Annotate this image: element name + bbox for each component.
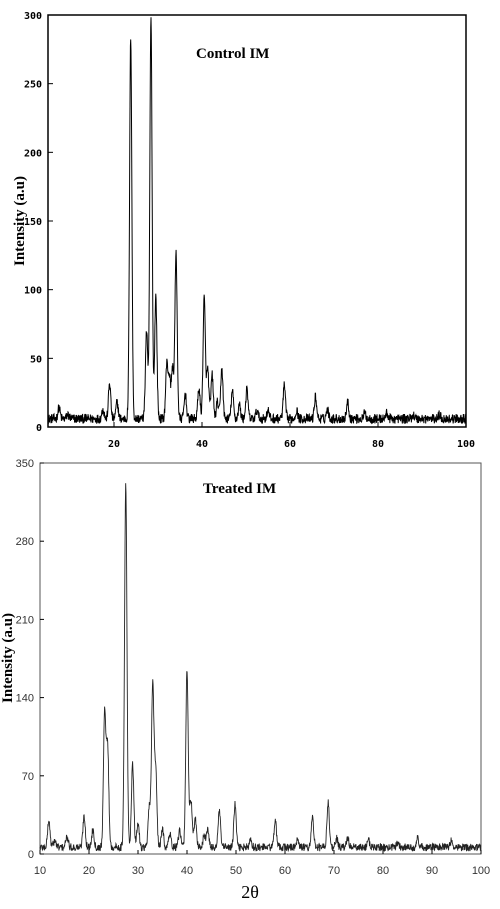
- y-tick-label: 200: [24, 148, 42, 159]
- x-tick-label: 80: [372, 439, 384, 450]
- x-tick-label: 70: [328, 865, 340, 877]
- x-tick-label: 40: [181, 865, 193, 877]
- diffraction-pattern-line: [39, 483, 482, 853]
- treated-im-chart: Treated IM Intensity (a.u) 2θ 0 70 140 210 2…: [0, 458, 490, 902]
- y-tick-label: 0: [36, 423, 42, 434]
- x-tick-label: 20: [108, 439, 120, 450]
- y-axis-ticks: 0 70 140 210 280 350: [16, 458, 44, 861]
- diffraction-pattern-line: [47, 17, 467, 425]
- x-tick-label: 40: [196, 439, 208, 450]
- y-axis-label: Intensity (a.u): [12, 176, 28, 266]
- y-tick-label: 350: [16, 458, 34, 470]
- y-tick-label: 50: [30, 354, 42, 365]
- y-tick-label: 150: [24, 217, 42, 228]
- x-tick-label: 30: [132, 865, 144, 877]
- y-tick-label: 70: [22, 771, 34, 783]
- x-axis-ticks: 20 40 60 80 100: [108, 422, 475, 450]
- plot-frame: [39, 462, 482, 855]
- x-tick-label: 60: [284, 439, 296, 450]
- x-tick-label: 10: [34, 865, 46, 877]
- x-axis-label: 2θ: [241, 882, 259, 902]
- chart-title: Treated IM: [203, 481, 276, 497]
- x-tick-label: 100: [457, 439, 475, 450]
- y-tick-label: 250: [24, 80, 42, 91]
- y-tick-label: 0: [28, 849, 34, 861]
- y-tick-label: 140: [16, 693, 34, 705]
- x-tick-label: 90: [426, 865, 438, 877]
- y-axis-label: Intensity (a.u): [0, 613, 16, 703]
- chart-title: Control IM: [196, 46, 269, 62]
- plot-frame: [47, 14, 467, 428]
- x-tick-label: 20: [83, 865, 95, 877]
- y-axis-ticks: 0 50 100 150 200 250 300: [24, 11, 53, 434]
- y-tick-label: 280: [16, 536, 34, 548]
- y-tick-label: 300: [24, 11, 42, 22]
- y-tick-label: 210: [16, 614, 34, 626]
- x-tick-label: 80: [377, 865, 389, 877]
- y-tick-label: 100: [24, 286, 42, 297]
- x-axis-ticks: 10 20 30 40 50 60 70 80 90 100: [34, 850, 490, 877]
- control-im-chart: Control IM Intensity (a.u) 0 50 100 150 200 2…: [12, 11, 475, 450]
- x-tick-label: 100: [472, 865, 490, 877]
- x-tick-label: 60: [279, 865, 291, 877]
- x-tick-label: 50: [230, 865, 242, 877]
